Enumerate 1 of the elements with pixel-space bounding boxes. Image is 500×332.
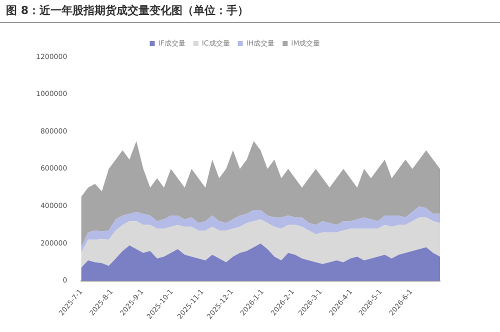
chart-title: 图 8：近一年股指期货成交量变化图（单位：手）: [6, 3, 248, 18]
